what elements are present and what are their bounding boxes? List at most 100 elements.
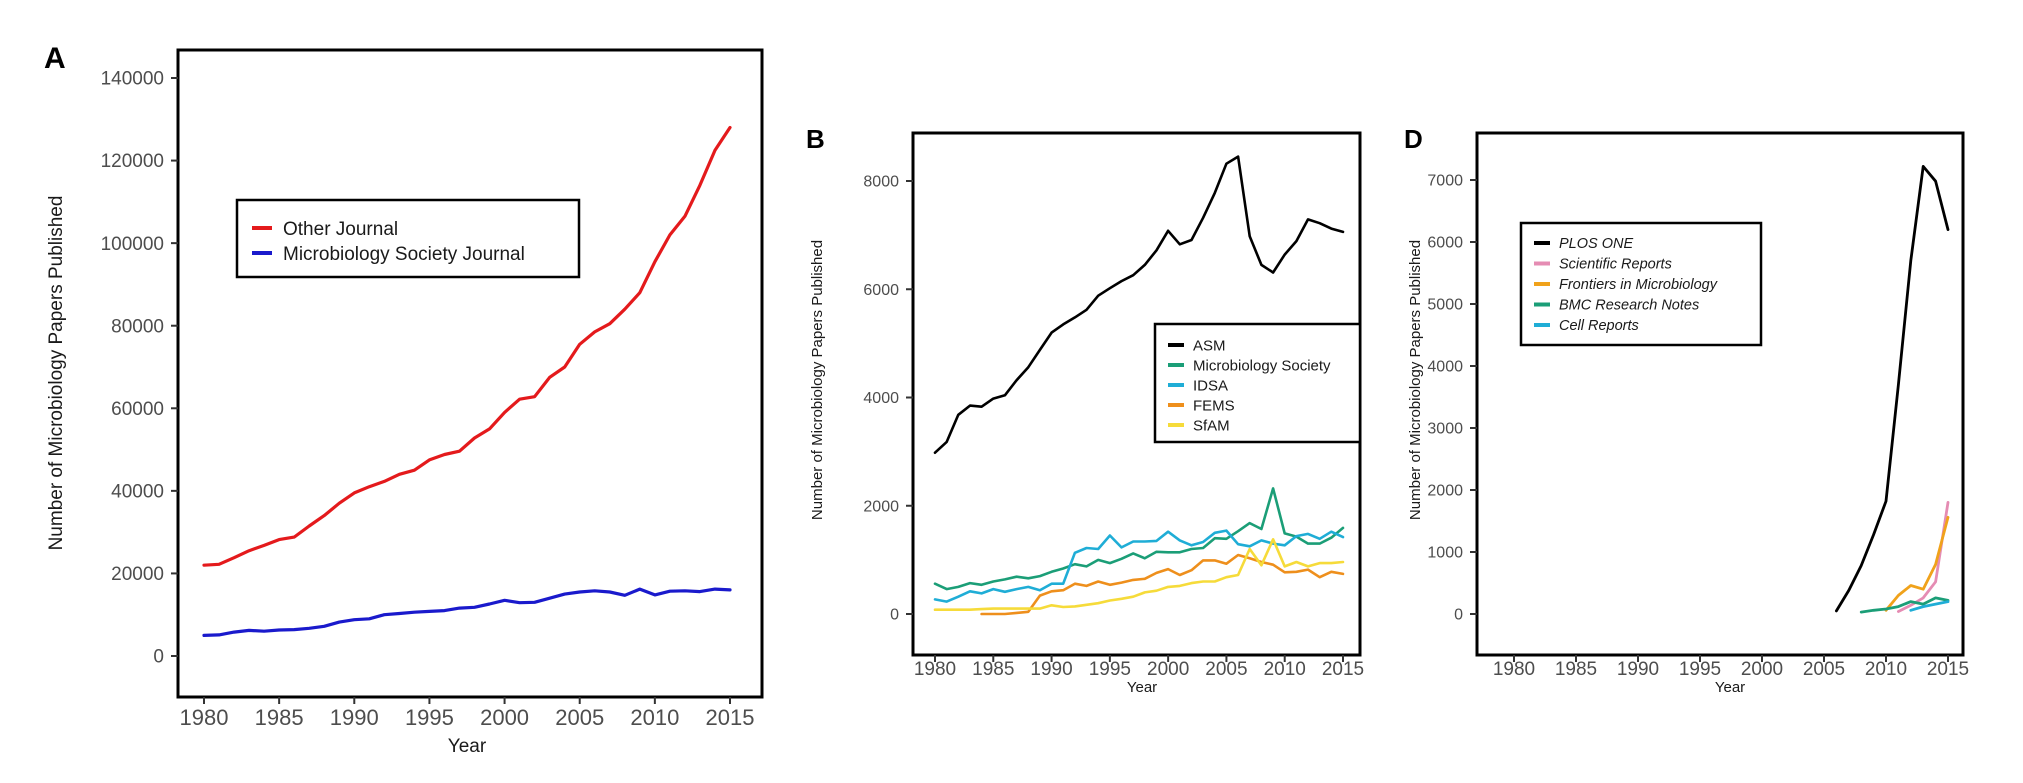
- panel-letter-b: B: [806, 124, 825, 154]
- x-tick-label: 1995: [1089, 659, 1131, 680]
- legend-box-b: [1153, 322, 1362, 444]
- x-tick-label: 2000: [480, 705, 529, 730]
- series-line-cell-reports: [1909, 600, 1950, 612]
- panel-letter-a: A: [44, 42, 66, 75]
- legend-label-idsa: IDSA: [1193, 377, 1228, 394]
- x-tick-label: 2005: [1803, 659, 1845, 680]
- series-line-scientific-reports: [1897, 501, 1950, 613]
- y-tick-label: 0: [890, 607, 899, 624]
- y-axis-a: 0 20000 40000 60000 80000 100000 120000 140000: [101, 69, 178, 668]
- legend-b: ASM Microbiology Society IDSA FEMS SfAM: [1153, 322, 1362, 444]
- series-line-idsa: [933, 529, 1345, 603]
- legend-label-cell-reports: Cell Reports: [1559, 318, 1639, 334]
- series-line-sfam: [933, 538, 1345, 611]
- series-line-fems: [980, 553, 1345, 616]
- series-line-frontiers-in-microbiology: [1884, 515, 1950, 612]
- series-line-microbiology-society-journal: [202, 587, 732, 637]
- legend-label-microbiology-society: Microbiology Society: [1193, 357, 1331, 374]
- x-tick-label: 2005: [555, 705, 604, 730]
- x-tick-label: 2010: [1865, 659, 1907, 680]
- lines-b: [933, 155, 1345, 616]
- series-line-plos-one: [1835, 165, 1950, 613]
- x-tick-label: 1980: [914, 659, 956, 680]
- y-tick-label: 140000: [101, 69, 164, 90]
- x-axis-b: 1980 1985 1990 1995 2000 2005 2010 2015: [914, 655, 1364, 680]
- x-tick-label: 2000: [1741, 659, 1783, 680]
- x-tick-label: 1990: [1030, 659, 1072, 680]
- legend-label-fems: FEMS: [1193, 397, 1235, 414]
- y-tick-label: 4000: [863, 390, 899, 407]
- y-tick-label: 40000: [111, 482, 164, 503]
- y-tick-label: 100000: [101, 234, 164, 255]
- y-tick-label: 5000: [1427, 297, 1463, 314]
- legend-label-other-journal: Other Journal: [283, 219, 398, 240]
- series-line-bmc-research-notes: [1859, 596, 1950, 614]
- x-tick-label: 1985: [255, 705, 304, 730]
- legend-items-b: ASM Microbiology Society IDSA FEMS SfAM: [1168, 337, 1331, 434]
- y-axis-d: 0 1000 2000 3000 4000 5000 6000 7000: [1427, 173, 1477, 624]
- y-tick-label: 2000: [863, 498, 899, 515]
- x-tick-label: 1990: [1617, 659, 1659, 680]
- legend-label-asm: ASM: [1193, 337, 1226, 354]
- series-line-microbiology-society: [933, 487, 1345, 591]
- panel-d: D 0 1000 2000 3000 4000 5000 6000 7000 1980 1985…: [1404, 124, 1969, 696]
- legend-box-d: [1519, 221, 1763, 347]
- x-axis-a: 1980 1985 1990 1995 2000 2005 2010 2015: [180, 697, 755, 730]
- y-tick-label: 0: [1454, 607, 1463, 624]
- x-tick-label: 1995: [405, 705, 454, 730]
- legend-a: Other Journal Microbiology Society Journ…: [235, 198, 581, 279]
- legend-label-frontiers-in-microbiology: Frontiers in Microbiology: [1559, 277, 1718, 293]
- x-tick-label: 2010: [1264, 659, 1306, 680]
- panel-b: B 0 2000 4000 6000 8000 1980 1985 1990 1995 2000…: [806, 124, 1364, 696]
- legend-box-a: [235, 198, 581, 279]
- legend-items-d: PLOS ONE Scientific Reports Frontiers in M…: [1534, 236, 1718, 334]
- x-tick-label: 2005: [1205, 659, 1247, 680]
- plot-frame-a: [176, 48, 764, 699]
- panel-a: A 0 20000 40000 60000 80000 100000 120000 14000…: [44, 42, 764, 757]
- legend-label-microbiology-society-journal: Microbiology Society Journal: [283, 244, 525, 265]
- y-tick-label: 4000: [1427, 359, 1463, 376]
- x-tick-label: 2015: [706, 705, 755, 730]
- x-tick-label: 2000: [1147, 659, 1189, 680]
- y-axis-b: 0 2000 4000 6000 8000: [863, 174, 913, 624]
- y-axis-title-b: Number of Microbiology Papers Published: [809, 240, 826, 520]
- x-tick-label: 1980: [180, 705, 229, 730]
- x-tick-label: 1995: [1679, 659, 1721, 680]
- x-axis-title-a: Year: [448, 736, 487, 757]
- x-tick-label: 2010: [630, 705, 679, 730]
- y-tick-label: 20000: [111, 564, 164, 585]
- y-axis-title-d: Number of Microbiology Papers Published: [1407, 240, 1424, 520]
- legend-d: PLOS ONE Scientific Reports Frontiers in M…: [1519, 221, 1763, 347]
- y-tick-label: 120000: [101, 151, 164, 172]
- x-axis-title-d: Year: [1715, 679, 1745, 696]
- y-tick-label: 1000: [1427, 545, 1463, 562]
- y-tick-label: 2000: [1427, 483, 1463, 500]
- y-tick-label: 8000: [863, 174, 899, 191]
- lines-d: [1835, 165, 1950, 614]
- y-tick-label: 6000: [863, 282, 899, 299]
- y-tick-label: 0: [153, 647, 164, 668]
- y-axis-title-a: Number of Microbiology Papers Published: [46, 196, 67, 551]
- y-tick-label: 6000: [1427, 235, 1463, 252]
- legend-label-sfam: SfAM: [1193, 417, 1230, 434]
- y-tick-label: 3000: [1427, 421, 1463, 438]
- legend-label-plos-one: PLOS ONE: [1559, 236, 1633, 252]
- y-tick-label: 80000: [111, 316, 164, 337]
- series-line-asm: [933, 155, 1345, 454]
- lines-a: [202, 125, 732, 637]
- x-axis-d: 1980 1985 1990 1995 2000 2005 2010 2015: [1493, 655, 1969, 680]
- y-tick-label: 60000: [111, 399, 164, 420]
- x-tick-label: 1985: [972, 659, 1014, 680]
- x-tick-label: 1985: [1555, 659, 1597, 680]
- legend-label-scientific-reports: Scientific Reports: [1559, 257, 1672, 273]
- x-tick-label: 2015: [1927, 659, 1969, 680]
- x-tick-label: 2015: [1322, 659, 1364, 680]
- x-tick-label: 1990: [330, 705, 379, 730]
- plot-frame-d: [1475, 131, 1965, 657]
- panel-letter-d: D: [1404, 124, 1423, 154]
- x-axis-title-b: Year: [1127, 679, 1157, 696]
- y-tick-label: 7000: [1427, 173, 1463, 190]
- series-line-other-journal: [202, 125, 732, 567]
- legend-label-bmc-research-notes: BMC Research Notes: [1559, 298, 1699, 314]
